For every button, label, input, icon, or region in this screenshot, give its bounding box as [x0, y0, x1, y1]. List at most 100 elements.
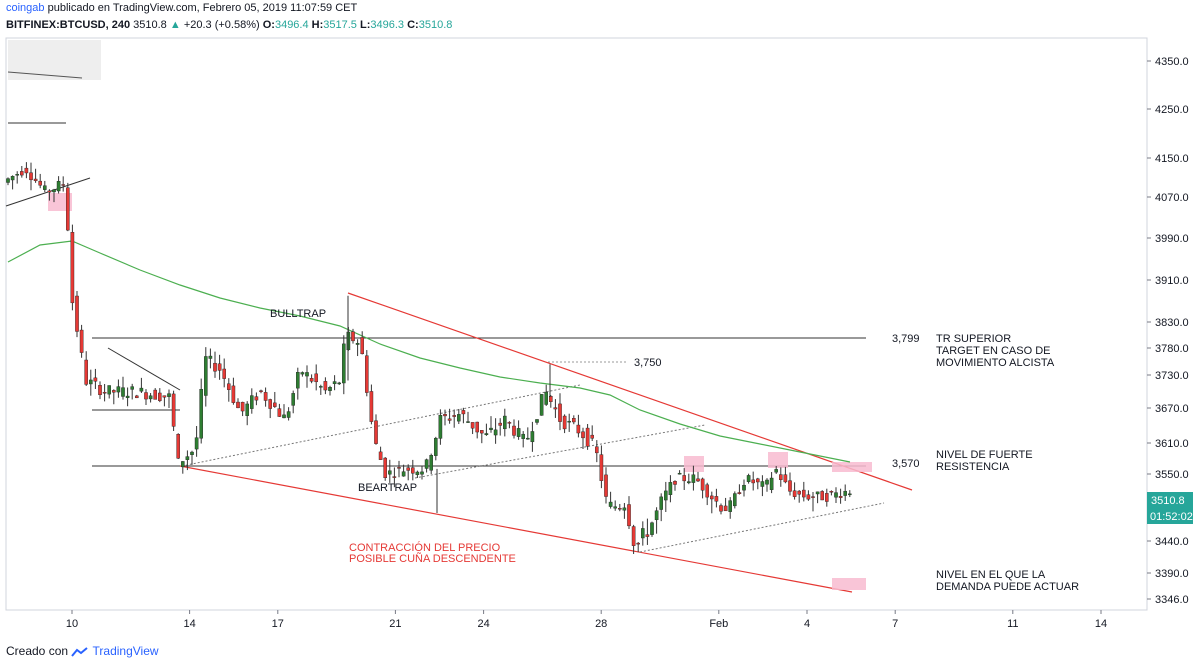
price-tick-label: 3440.0 — [1155, 536, 1189, 548]
open-label: O: — [262, 19, 275, 31]
candle-body — [38, 180, 42, 186]
candle-body — [562, 415, 567, 430]
candle-body — [121, 387, 125, 397]
time-tick-label: 21 — [389, 618, 401, 630]
candle-body — [838, 496, 843, 498]
candle-body — [493, 429, 498, 436]
up-triangle-icon: ▲ — [169, 19, 181, 31]
highlight-demand — [832, 578, 866, 590]
open-value: 3496.4 — [274, 19, 309, 31]
candle-body — [102, 392, 107, 394]
candle-body — [342, 343, 346, 384]
candle-body — [88, 379, 93, 385]
candle-body — [480, 430, 484, 434]
candle-body — [107, 385, 111, 395]
candle-body — [825, 493, 829, 502]
candle-body — [392, 476, 397, 478]
candle-body — [654, 510, 659, 521]
highlight-2 — [768, 452, 788, 468]
candle-body — [415, 471, 420, 475]
candle-body — [388, 470, 392, 475]
candle-body — [521, 433, 525, 439]
candle-body — [756, 478, 760, 483]
candle-body — [249, 395, 254, 409]
time-tick-label: Feb — [709, 618, 728, 630]
candle-body — [631, 526, 636, 546]
candle-body — [608, 501, 613, 507]
candle-body — [148, 395, 153, 400]
candle-body — [443, 413, 447, 417]
highlight-1 — [684, 456, 704, 472]
candle-body — [723, 505, 728, 512]
candle-body — [355, 342, 360, 345]
high-label: H: — [311, 19, 324, 31]
candle-body — [737, 492, 742, 495]
candle-body — [700, 478, 705, 491]
candle-body — [535, 419, 539, 423]
top-left-shade — [8, 40, 101, 80]
candle-body — [484, 433, 489, 436]
candle-body — [516, 428, 521, 437]
demand-line2: DEMANDA PUEDE ACTUAR — [936, 581, 1079, 593]
candle-body — [378, 451, 383, 460]
candle-body — [599, 454, 604, 481]
candle-body — [328, 387, 332, 391]
plot-frame — [5, 37, 1148, 611]
candle-body — [783, 474, 788, 483]
candle-body — [263, 392, 268, 401]
candle-body — [581, 431, 585, 439]
candle-body — [498, 422, 503, 426]
price-tick-label: 4350.0 — [1155, 56, 1189, 68]
price-tick-label: 3390.0 — [1155, 568, 1189, 580]
candle-body — [93, 377, 98, 382]
candle-body — [834, 492, 838, 498]
candle-body — [774, 469, 778, 473]
countdown-badge — [1147, 508, 1193, 524]
candle-body — [710, 495, 714, 500]
candle-body — [365, 355, 369, 393]
countdown-badge-text: 01:52:02 — [1150, 511, 1193, 523]
candle-body — [503, 415, 507, 430]
symbol-name: BITFINEX:BTCUSD, 240 — [6, 19, 131, 31]
level-3570-label: 3,570 — [892, 458, 920, 470]
candle-body — [52, 189, 56, 193]
channel-2 — [414, 424, 706, 479]
candle-body — [319, 386, 323, 388]
candle-body — [696, 478, 700, 482]
wedge-label-line1: CONTRACCIÓN DEL PRECIO — [349, 541, 501, 554]
candle-body — [769, 477, 774, 490]
candle-body — [98, 385, 102, 396]
beartrap-label: BEARTRAP — [358, 482, 417, 494]
candle-body — [190, 451, 194, 455]
candle-body — [125, 395, 130, 398]
candle-body — [217, 363, 222, 371]
candle-body — [530, 431, 535, 443]
price-tick-label: 3610.0 — [1155, 438, 1189, 450]
candle-body — [75, 295, 79, 332]
time-tick-label: 14 — [1095, 618, 1107, 630]
tr-superior-line3: MOVIMIENTO ALCISTA — [936, 357, 1055, 369]
candle-body — [194, 437, 199, 450]
candle-body — [549, 396, 553, 402]
candle-body — [585, 427, 590, 447]
candle-body — [337, 382, 342, 385]
level-3750-label: 3,750 — [634, 357, 662, 369]
tradingview-brand[interactable]: TradingView — [92, 644, 159, 658]
candle-body — [457, 414, 461, 422]
candle-body — [613, 506, 617, 509]
last-price: 3510.8 — [133, 19, 167, 31]
published-text: publicado en TradingView.com, Febrero 05… — [47, 2, 358, 14]
candle-body — [314, 373, 319, 383]
price-tick-label: 3730.0 — [1155, 370, 1189, 382]
candle-body — [765, 479, 769, 485]
candle-body — [447, 418, 452, 421]
candle-body — [687, 481, 691, 484]
candle-body — [779, 474, 783, 480]
candle-body — [733, 493, 737, 507]
author-name[interactable]: coingab — [6, 2, 45, 14]
candle-body — [420, 471, 424, 475]
candle-body — [622, 507, 627, 511]
time-tick-label: 11 — [1007, 618, 1018, 630]
candle-body — [475, 421, 480, 433]
